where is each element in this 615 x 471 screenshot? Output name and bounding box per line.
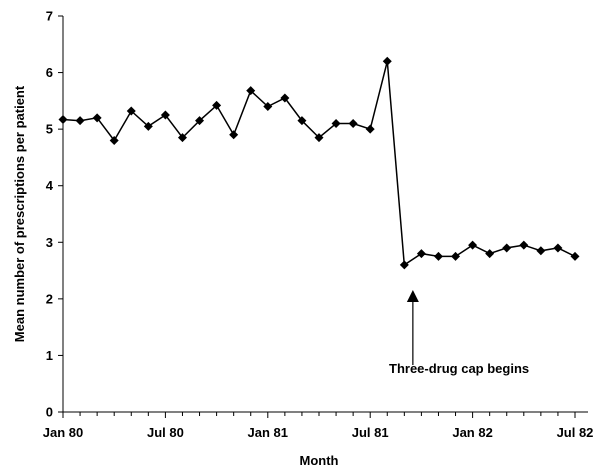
y-tick-label: 4 [46, 178, 54, 193]
series-markers [58, 56, 580, 270]
x-tick-label: Jul 82 [557, 425, 594, 440]
data-point [433, 251, 443, 261]
data-point [177, 133, 187, 143]
data-point [536, 246, 546, 256]
y-tick-label: 7 [46, 9, 53, 24]
data-point [331, 118, 341, 128]
data-point [229, 130, 239, 140]
y-tick-label: 3 [46, 235, 53, 250]
data-point [399, 260, 409, 270]
y-tick-label: 1 [46, 348, 53, 363]
data-point [553, 243, 563, 253]
data-point [160, 110, 170, 120]
data-point [212, 100, 222, 110]
x-tick-label: Jul 80 [147, 425, 184, 440]
annotation-arrow-head [406, 290, 419, 302]
x-ticks: Jan 80 Jul 80 Jan 81 Jul 81 Jan 82 Jul 82 [43, 412, 594, 440]
y-tick-label: 6 [46, 65, 53, 80]
axes [62, 16, 588, 413]
y-tick-label: 0 [46, 405, 53, 420]
data-point [58, 115, 68, 125]
series-line [62, 61, 576, 267]
data-point [314, 133, 324, 143]
data-point [451, 251, 461, 261]
data-point [246, 86, 256, 96]
data-point [109, 135, 119, 145]
data-point [485, 249, 495, 259]
data-point [348, 118, 358, 128]
data-point [468, 240, 478, 250]
data-point [570, 251, 580, 261]
data-point [126, 106, 136, 116]
y-ticks: 0 1 2 3 4 5 6 7 [46, 9, 63, 420]
y-axis-title: Mean number of prescriptions per patient [12, 85, 27, 342]
data-point [280, 93, 290, 103]
annotation-text: Three-drug cap begins [389, 361, 529, 376]
x-axis-title: Month [300, 453, 339, 468]
x-tick-label: Jul 81 [352, 425, 389, 440]
annotation: Three-drug cap begins [389, 290, 529, 376]
y-tick-label: 5 [46, 122, 53, 137]
data-point [416, 249, 426, 259]
data-point [195, 116, 205, 126]
x-tick-label: Jan 81 [248, 425, 288, 440]
data-point [143, 121, 153, 131]
data-point [502, 243, 512, 253]
y-tick-label: 2 [46, 291, 53, 306]
data-point [263, 102, 273, 112]
data-point [519, 240, 529, 250]
data-point [382, 56, 392, 66]
data-point [297, 116, 307, 126]
data-point [365, 124, 375, 134]
data-point [75, 116, 85, 126]
x-tick-label: Jan 82 [452, 425, 492, 440]
data-point [92, 113, 102, 123]
x-tick-label: Jan 80 [43, 425, 83, 440]
